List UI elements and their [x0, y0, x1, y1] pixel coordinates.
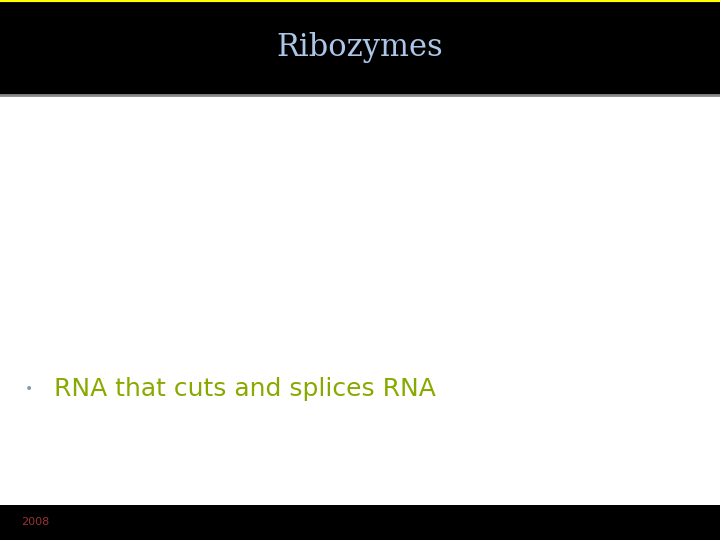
- Text: •: •: [24, 382, 33, 396]
- Text: Ribozymes: Ribozymes: [276, 32, 444, 63]
- Text: 2008: 2008: [22, 517, 50, 528]
- Text: RNA that cuts and splices RNA: RNA that cuts and splices RNA: [54, 377, 436, 401]
